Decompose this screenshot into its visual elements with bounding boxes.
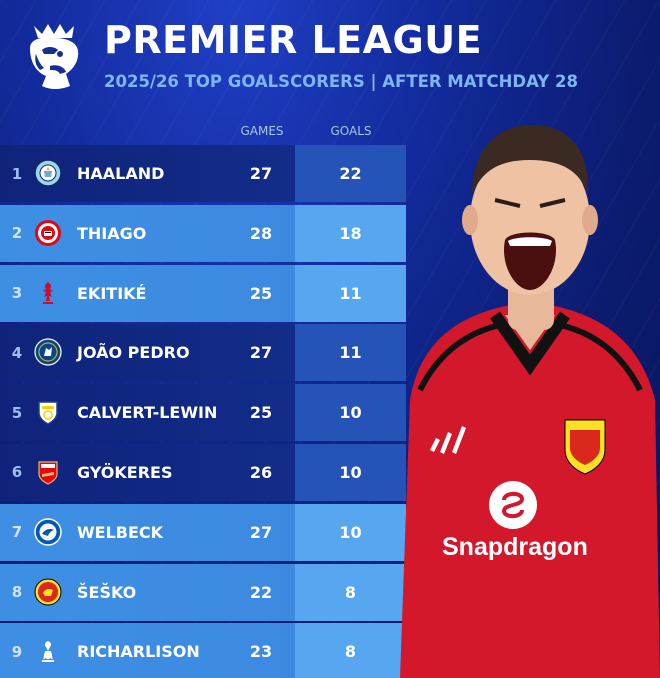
goals-cell-bg <box>295 145 406 202</box>
player-name: HAALAND <box>77 164 165 183</box>
goals-value: 10 <box>339 403 362 423</box>
goals-value: 11 <box>339 343 362 363</box>
table-row: 6 GYÖKERES 26 10 <box>0 443 406 501</box>
page-title: PREMIER LEAGUE <box>104 18 483 62</box>
shirt-sponsor-text: Snapdragon <box>442 533 588 561</box>
liverpool-crest-icon <box>43 281 53 304</box>
table-row: 3 EKITIKÉ 25 11 <box>0 264 406 322</box>
tottenham-crest-icon <box>42 641 54 663</box>
rank: 7 <box>11 523 23 542</box>
table-row: 4 JOÃO PEDRO 27 11 <box>0 324 406 382</box>
goals-value: 10 <box>339 462 362 482</box>
goals-column-header: GOALS <box>330 124 372 138</box>
player-name: EKITIKÉ <box>77 283 147 303</box>
table-row: 7 WELBECK 27 10 <box>0 503 406 561</box>
goals-cell-bg <box>295 384 406 442</box>
rank: 6 <box>11 463 23 482</box>
man-united-crest-icon <box>34 578 62 606</box>
goals-cell-bg <box>295 503 406 561</box>
games-value: 26 <box>249 462 273 482</box>
player-name: GYÖKERES <box>77 462 173 482</box>
games-column-header: GAMES <box>240 124 284 138</box>
player-name: CALVERT-LEWIN <box>77 403 218 423</box>
goals-cell-bg <box>295 204 406 262</box>
rank: 2 <box>11 224 23 243</box>
goals-value: 10 <box>339 522 362 542</box>
games-value: 25 <box>249 283 273 303</box>
goals-value: 8 <box>344 582 357 602</box>
goals-cell-bg <box>295 623 406 678</box>
games-value: 27 <box>249 343 273 363</box>
rank: 3 <box>11 284 23 303</box>
goals-cell-bg <box>295 563 406 621</box>
player-name: ŠEŠKO <box>77 582 137 602</box>
rank: 9 <box>11 642 23 661</box>
player-name: THIAGO <box>77 223 147 243</box>
rank: 4 <box>11 343 23 362</box>
chelsea-crest-icon <box>34 338 62 366</box>
premier-league-lion-icon <box>30 24 79 89</box>
brighton-crest-icon <box>34 518 62 546</box>
games-value: 27 <box>249 522 273 542</box>
games-value: 28 <box>249 223 273 243</box>
rank: 1 <box>11 164 23 183</box>
player-name: RICHARLISON <box>77 642 200 662</box>
games-value: 25 <box>249 403 273 423</box>
games-value: 22 <box>249 582 273 602</box>
brentford-crest-icon <box>35 219 61 246</box>
table-row: 5 CALVERT-LEWIN 25 10 <box>0 384 406 442</box>
table-row: 9 RICHARLISON 23 8 <box>0 623 406 678</box>
player-name: JOÃO PEDRO <box>77 343 190 363</box>
page-subtitle: 2025/26 TOP GOALSCORERS | AFTER MATCHDAY… <box>104 72 578 91</box>
man-united-shirt-crest-icon <box>564 419 606 475</box>
goals-value: 18 <box>339 223 362 243</box>
table-row: 1 HAALAND 27 22 <box>0 145 406 202</box>
games-value: 23 <box>249 642 273 662</box>
goals-value: 8 <box>344 642 357 662</box>
leeds-crest-icon <box>38 401 58 426</box>
arsenal-crest-icon <box>38 461 58 485</box>
table-row: 8 ŠEŠKO 22 8 <box>0 563 406 621</box>
player-name: WELBECK <box>77 522 164 542</box>
goals-cell-bg <box>295 324 406 382</box>
player-photo: Snapdragon <box>400 125 660 678</box>
adidas-logo-icon <box>430 426 466 454</box>
goals-cell-bg <box>295 264 406 322</box>
rank: 8 <box>11 583 23 602</box>
goals-cell-bg <box>295 443 406 501</box>
goalscorers-table: 1 HAALAND 27 22 2 THIAGO 28 18 3 <box>0 145 406 678</box>
goals-value: 22 <box>339 164 362 183</box>
table-row: 2 THIAGO 28 18 <box>0 204 406 262</box>
games-value: 27 <box>249 164 273 183</box>
man-city-crest-icon <box>34 159 62 187</box>
rank: 5 <box>11 403 23 422</box>
goals-value: 11 <box>339 283 362 303</box>
